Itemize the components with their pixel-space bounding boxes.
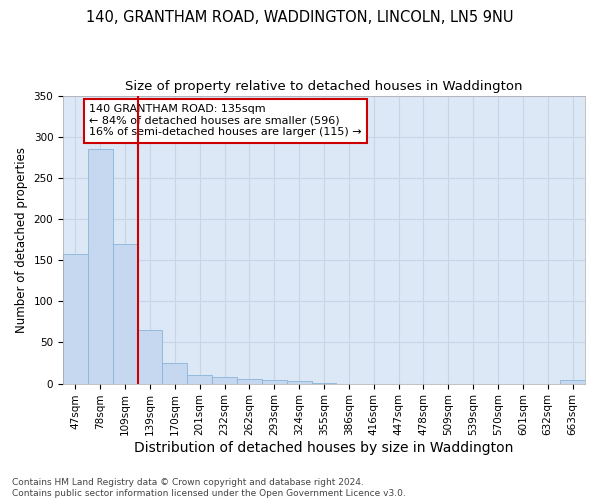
Bar xyxy=(113,244,137,384)
Title: Size of property relative to detached houses in Waddington: Size of property relative to detached ho… xyxy=(125,80,523,93)
Bar xyxy=(137,330,163,384)
Bar xyxy=(237,380,262,384)
Bar xyxy=(63,254,88,384)
Text: 140 GRANTHAM ROAD: 135sqm
← 84% of detached houses are smaller (596)
16% of semi: 140 GRANTHAM ROAD: 135sqm ← 84% of detac… xyxy=(89,104,362,138)
X-axis label: Distribution of detached houses by size in Waddington: Distribution of detached houses by size … xyxy=(134,441,514,455)
Bar xyxy=(163,363,187,384)
Bar xyxy=(560,380,585,384)
Bar xyxy=(262,380,287,384)
Text: 140, GRANTHAM ROAD, WADDINGTON, LINCOLN, LN5 9NU: 140, GRANTHAM ROAD, WADDINGTON, LINCOLN,… xyxy=(86,10,514,25)
Bar xyxy=(88,149,113,384)
Bar xyxy=(187,376,212,384)
Bar xyxy=(287,381,311,384)
Bar xyxy=(311,383,337,384)
Text: Contains HM Land Registry data © Crown copyright and database right 2024.
Contai: Contains HM Land Registry data © Crown c… xyxy=(12,478,406,498)
Bar xyxy=(212,377,237,384)
Y-axis label: Number of detached properties: Number of detached properties xyxy=(15,146,28,332)
